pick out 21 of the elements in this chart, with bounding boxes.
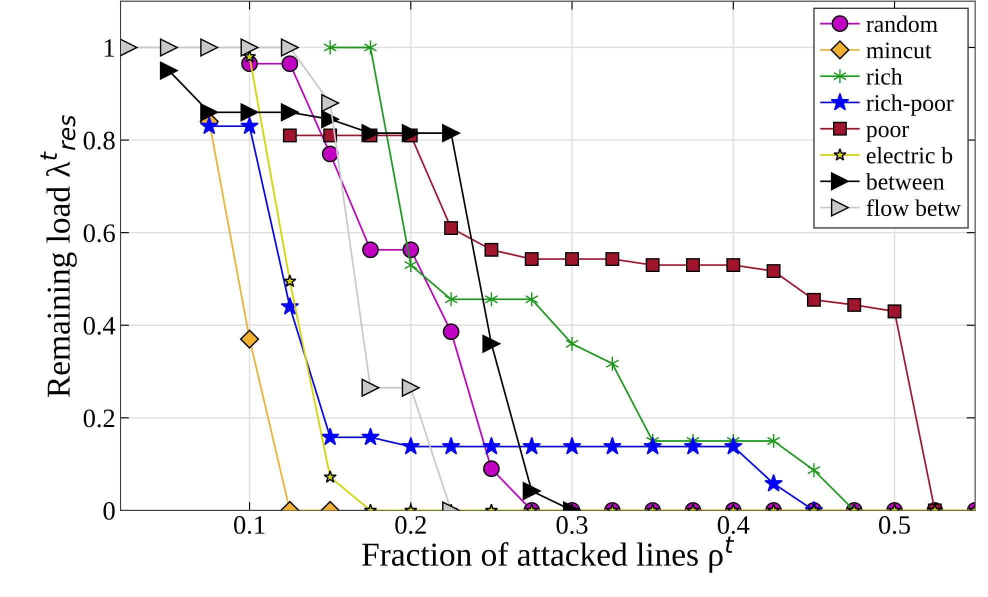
legend-label: poor	[866, 126, 909, 142]
y-tick-label: 0.8	[84, 132, 115, 150]
x-tick-label: 0.3	[556, 516, 588, 534]
x-tick-label: 0.2	[395, 516, 426, 534]
legend-label: rich-poor	[866, 94, 954, 116]
x-tick-label: 0.1	[234, 516, 264, 534]
legend-label: rich	[866, 68, 902, 85]
x-axis-title: Fraction of attacked lines ρ$^{t}$	[362, 536, 734, 573]
legend-label: random	[866, 16, 938, 32]
x-tick-label: 0.4	[718, 516, 750, 534]
y-axis-title: Remaining load λ$^{t}$$_{res}$	[40, 115, 77, 398]
x-tick-label: 0.5	[879, 516, 910, 534]
legend-label: electric b	[866, 146, 952, 164]
legend-label: flow betw	[866, 199, 961, 216]
y-tick-label: 0.2	[84, 409, 114, 428]
y-tick-label: 0.4	[84, 316, 116, 335]
legend-label: between	[866, 173, 944, 190]
legend-label: mincut	[866, 42, 932, 58]
y-tick-label: 1	[104, 39, 114, 57]
y-tick-label: 0	[103, 502, 115, 520]
y-tick-label: 0.6	[84, 224, 115, 242]
